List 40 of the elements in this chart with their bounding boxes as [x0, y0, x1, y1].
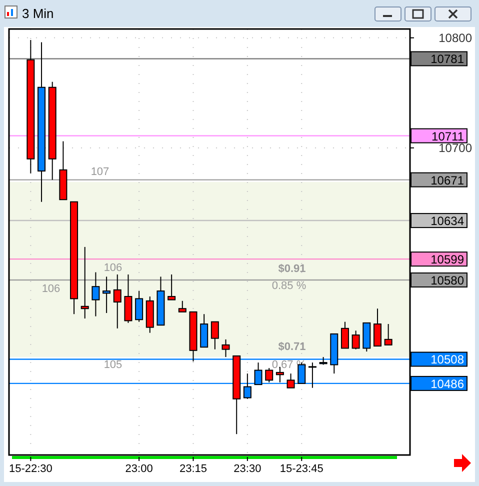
candlestick: [168, 274, 176, 300]
candlestick: [178, 300, 186, 312]
candlestick: [80, 246, 89, 320]
ref-line-label: 10711: [432, 129, 464, 144]
ref-line-label: 10781: [430, 52, 464, 66]
y-tick-label: 10700: [438, 140, 472, 155]
x-tick-label: 15-22:30: [8, 463, 52, 475]
ref-line-label: 10599: [430, 252, 464, 267]
candlestick: [113, 274, 122, 329]
annotation: 106: [42, 283, 60, 295]
candlestick: [352, 330, 360, 350]
candlestick: [286, 373, 295, 388]
annotation: 106: [104, 262, 122, 274]
annotation: 105: [104, 359, 122, 371]
y-tick-label: 10800: [438, 30, 472, 45]
ref-line-label: 10634: [430, 214, 464, 228]
ref-line-label: 10486: [430, 376, 464, 391]
candlestick: [265, 368, 274, 383]
candlestick: [200, 314, 208, 348]
candlestick: [210, 321, 219, 350]
candlestick: [222, 338, 230, 358]
candlestick: [373, 308, 382, 347]
candlestick: [340, 321, 349, 349]
candlestick: [308, 362, 318, 388]
candlestick: [384, 324, 392, 346]
ref-line-label: 10580: [430, 273, 464, 288]
annotation: $0.91: [278, 263, 306, 275]
annotation: $0.71: [278, 341, 306, 353]
x-tick-label: 23:15: [179, 463, 208, 475]
x-tick-label: 23:00: [125, 463, 153, 475]
annotation: 0.85 %: [272, 280, 306, 292]
x-tick-label: 23:30: [234, 463, 262, 475]
ref-line-label: 10508: [430, 352, 464, 367]
ref-line-label: 10671: [430, 173, 464, 188]
annotation: 107: [90, 166, 110, 178]
chart-title: 3 Min: [22, 6, 54, 21]
candlestick: [92, 272, 100, 317]
x-tick-label: 15-23:45: [280, 463, 324, 475]
candlestick: [102, 276, 111, 314]
candlestick: [135, 290, 144, 322]
